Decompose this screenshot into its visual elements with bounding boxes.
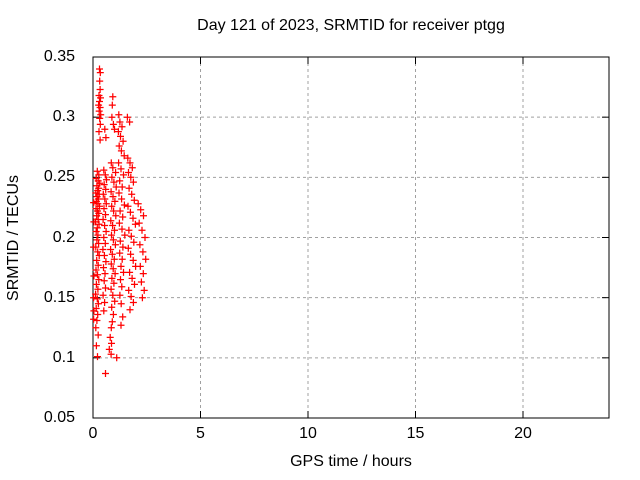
x-tick-label: 15 [406, 425, 425, 442]
y-tick-label: 0.25 [43, 168, 75, 186]
y-tick-label: 0.3 [52, 108, 75, 126]
y-tick-label: 0.35 [43, 48, 75, 65]
x-axis-label: GPS time / hours [290, 453, 412, 470]
x-tick-label: 10 [299, 425, 317, 442]
y-tick-label: 0.2 [52, 228, 75, 246]
y-tick-label: 0.05 [43, 409, 75, 426]
scatter-points [90, 65, 150, 377]
y-axis-label: SRMTID / TECUs [5, 175, 22, 301]
x-tick-label: 5 [196, 425, 205, 442]
y-tick-label: 0.15 [43, 288, 75, 306]
y-tick-label: 0.1 [52, 348, 75, 366]
x-tick-label: 20 [514, 425, 532, 442]
x-tick-label: 0 [88, 425, 98, 442]
chart-title: Day 121 of 2023, SRMTID for receiver ptg… [197, 17, 505, 34]
